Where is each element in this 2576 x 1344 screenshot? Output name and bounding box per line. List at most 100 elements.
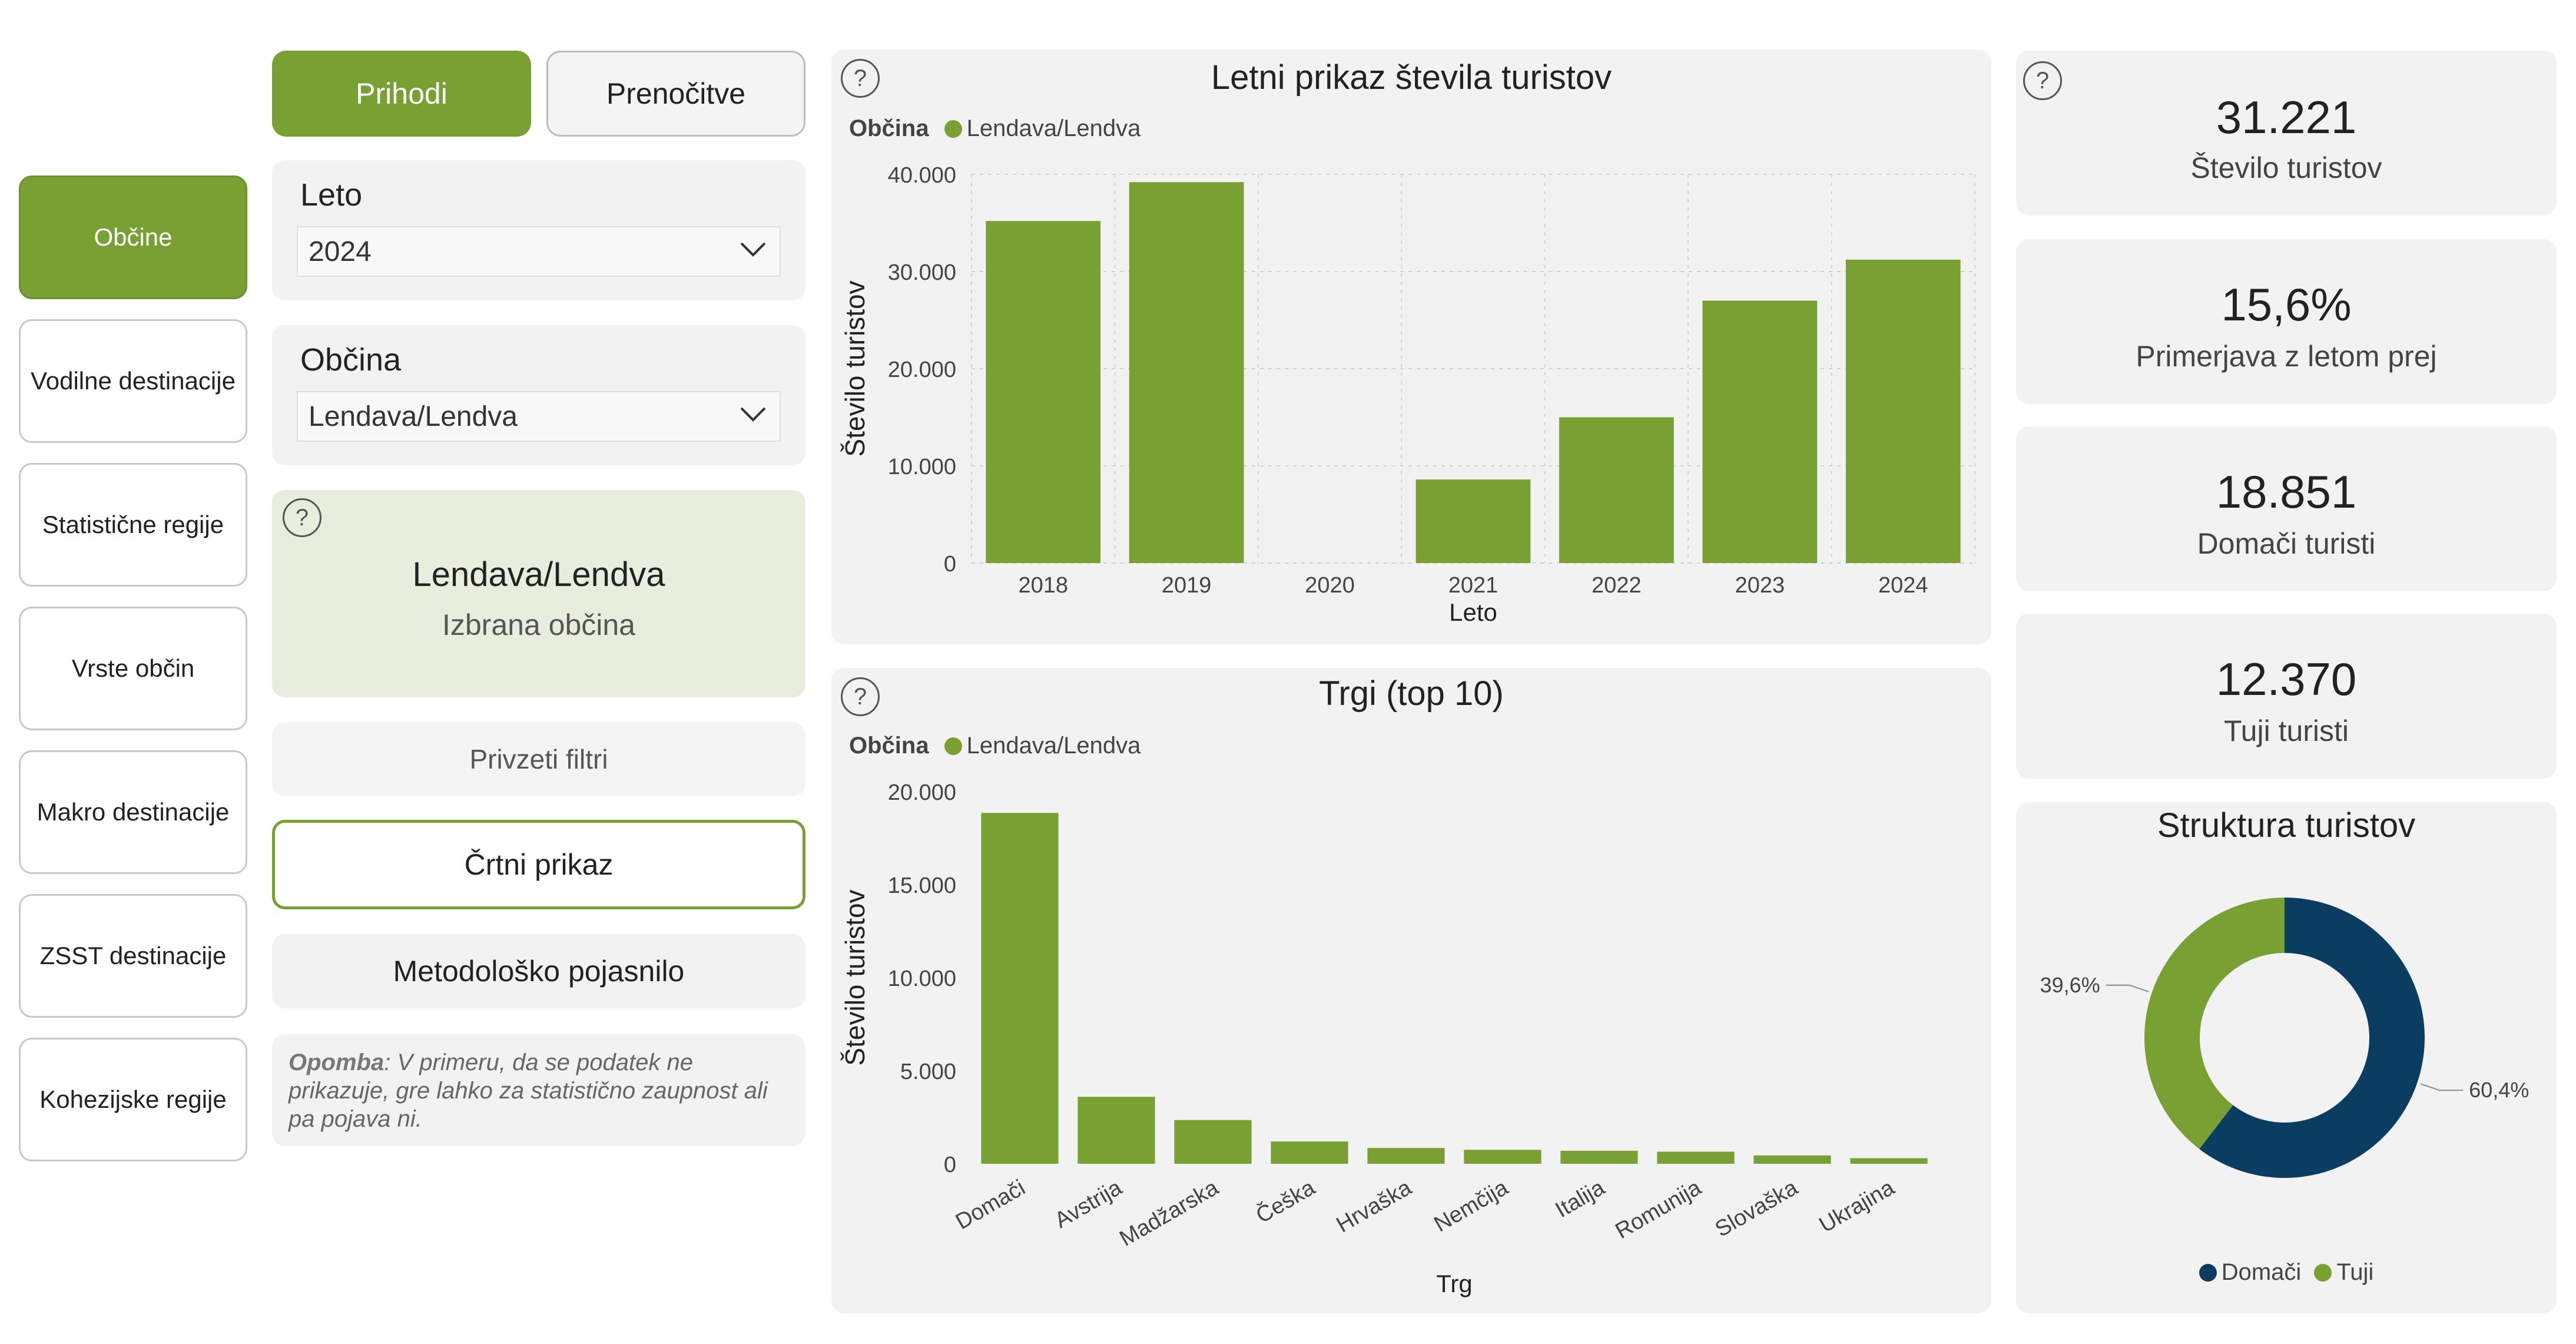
- bar[interactable]: [1560, 1150, 1638, 1164]
- legend-dot: [2314, 1263, 2332, 1282]
- kpi-total-tourists: ? 31.221 Število turistov: [2016, 51, 2557, 216]
- yearly-chart-title: Letni prikaz števila turistov: [1211, 58, 1612, 97]
- year-filter-card: Leto 2024: [272, 160, 805, 300]
- x-tick-label: 2018: [1018, 573, 1068, 598]
- x-axis-label: Leto: [1449, 598, 1497, 626]
- kpi-label: Primerjava z letom prej: [2136, 340, 2437, 373]
- x-tick-label: 2022: [1592, 573, 1642, 598]
- leader-line: [2106, 984, 2149, 992]
- nav-item-label: Makro destinacije: [37, 798, 230, 826]
- markets-chart-title: Trgi (top 10): [1319, 674, 1504, 713]
- reset-filters-button[interactable]: Privzeti filtri: [272, 722, 805, 796]
- yearly-bar-chart: 0 10.000 20.000 30.000 40.000 2018 2019 2020 202…: [840, 163, 1975, 626]
- nav-item-1[interactable]: Vodilne destinacije: [19, 319, 247, 443]
- x-tick-label: 2019: [1162, 573, 1212, 598]
- legend-item: Lendava/Lendva: [966, 733, 1141, 759]
- bar[interactable]: [1367, 1148, 1445, 1164]
- legend-title: Občina: [849, 115, 929, 141]
- kpi-label: Število turistov: [2190, 151, 2382, 184]
- nav-item-label: Vrste občin: [71, 654, 195, 682]
- markets-chart-legend: Občina Lendava/Lendva: [849, 733, 1141, 759]
- bar[interactable]: [1850, 1158, 1928, 1164]
- bar[interactable]: [1753, 1155, 1831, 1164]
- nav-item-6[interactable]: Kohezijske regije: [19, 1038, 247, 1161]
- bar[interactable]: [1657, 1151, 1735, 1164]
- prihodi-button[interactable]: Prihodi: [272, 51, 531, 137]
- nav-item-4[interactable]: Makro destinacije: [19, 750, 247, 874]
- y-tick-label: 20.000: [888, 357, 956, 382]
- donut-slice[interactable]: [2144, 898, 2285, 1149]
- municipality-dropdown[interactable]: Lendava/Lendva: [297, 391, 781, 442]
- markets-chart-card: ? Trgi (top 10) Občina Lendava/Lendva 0 5…: [831, 668, 1991, 1313]
- methodology-label: Metodološko pojasnilo: [393, 955, 685, 988]
- structure-donut-chart: 60,4% 39,6%: [2040, 898, 2529, 1178]
- year-dropdown-value: 2024: [309, 236, 372, 267]
- line-view-button[interactable]: Črtni prikaz: [272, 820, 805, 909]
- x-tick-label: 2023: [1735, 573, 1785, 598]
- y-tick-label: 5.000: [900, 1060, 956, 1084]
- y-tick-label: 10.000: [888, 455, 956, 479]
- nav-item-2[interactable]: Statistične regije: [19, 463, 247, 587]
- bar[interactable]: [1464, 1150, 1541, 1164]
- leader-line: [2420, 1083, 2464, 1091]
- prenocitve-button[interactable]: Prenočitve: [546, 51, 805, 137]
- kpi-value: 12.370: [2216, 653, 2357, 705]
- municipality-dropdown-value: Lendava/Lendva: [309, 400, 518, 432]
- y-tick-label: 40.000: [888, 163, 956, 188]
- selected-municipality-card: ? Lendava/Lendva Izbrana občina: [272, 490, 805, 697]
- structure-chart-legend: Domači Tuji: [2016, 1259, 2557, 1286]
- y-axis-label: Število turistov: [840, 889, 870, 1065]
- bar[interactable]: [1559, 417, 1674, 564]
- structure-chart-title: Struktura turistov: [2157, 806, 2416, 845]
- selected-municipality-caption: Izbrana občina: [442, 608, 635, 641]
- bar[interactable]: [1845, 259, 1961, 563]
- help-icon[interactable]: ?: [2023, 61, 2062, 100]
- prihodi-label: Prihodi: [356, 77, 447, 110]
- donut-slice-label: 60,4%: [2469, 1078, 2529, 1102]
- x-tick-label: 2024: [1878, 573, 1928, 598]
- structure-chart-card: Struktura turistov 60,4% 39,6% Domači Tuj…: [2016, 802, 2557, 1313]
- kpi-foreign-tourists: 12.370 Tuji turisti: [2016, 614, 2557, 779]
- bar[interactable]: [1129, 182, 1244, 563]
- x-tick-label: Romunija: [1611, 1175, 1706, 1244]
- y-tick-label: 15.000: [888, 873, 956, 898]
- nav-item-label: Občine: [94, 223, 173, 251]
- year-filter-label: Leto: [300, 177, 363, 213]
- bar[interactable]: [986, 221, 1101, 563]
- kpi-year-comparison: 15,6% Primerjava z letom prej: [2016, 239, 2557, 404]
- nav-item-0[interactable]: Občine: [19, 176, 247, 299]
- help-icon[interactable]: ?: [841, 677, 880, 716]
- bar[interactable]: [1078, 1097, 1155, 1164]
- methodology-button[interactable]: Metodološko pojasnilo: [272, 934, 805, 1008]
- year-dropdown[interactable]: 2024: [297, 226, 781, 277]
- prenocitve-label: Prenočitve: [606, 77, 746, 110]
- legend-title: Občina: [849, 733, 929, 759]
- x-tick-label: 2021: [1448, 573, 1498, 598]
- bar[interactable]: [1702, 300, 1818, 564]
- yearly-chart-legend: Občina Lendava/Lendva: [849, 115, 1141, 142]
- nav-item-5[interactable]: ZSST destinacije: [19, 894, 247, 1018]
- x-tick-label: Češka: [1251, 1174, 1320, 1228]
- markets-bar-chart: 0 5.000 10.000 15.000 20.000 Domači AvstrijaMa…: [840, 780, 1928, 1297]
- help-icon[interactable]: ?: [841, 59, 880, 98]
- kpi-label: Domači turisti: [2197, 527, 2376, 560]
- bar[interactable]: [1174, 1120, 1252, 1164]
- y-tick-label: 10.000: [888, 966, 956, 991]
- bar[interactable]: [1271, 1141, 1348, 1164]
- y-tick-label: 0: [944, 1153, 956, 1177]
- nav-item-3[interactable]: Vrste občin: [19, 607, 247, 730]
- y-axis-label: Število turistov: [840, 280, 870, 456]
- help-icon[interactable]: ?: [283, 498, 321, 537]
- nav-item-label: Statistične regije: [42, 511, 224, 538]
- bar[interactable]: [981, 813, 1059, 1164]
- note-box: Opomba: V primeru, da se podatek ne prik…: [272, 1034, 805, 1146]
- x-axis-label: Trg: [1436, 1270, 1472, 1297]
- y-tick-label: 0: [944, 552, 956, 577]
- legend-dot: [2199, 1263, 2217, 1282]
- yearly-chart-card: ? Letni prikaz števila turistov Občina L…: [831, 49, 1991, 644]
- legend-dot: [944, 737, 962, 755]
- chevron-down-icon: [740, 242, 766, 257]
- x-tick-label: Domači: [952, 1175, 1030, 1234]
- donut-slice[interactable]: [2199, 898, 2425, 1178]
- bar[interactable]: [1415, 479, 1531, 563]
